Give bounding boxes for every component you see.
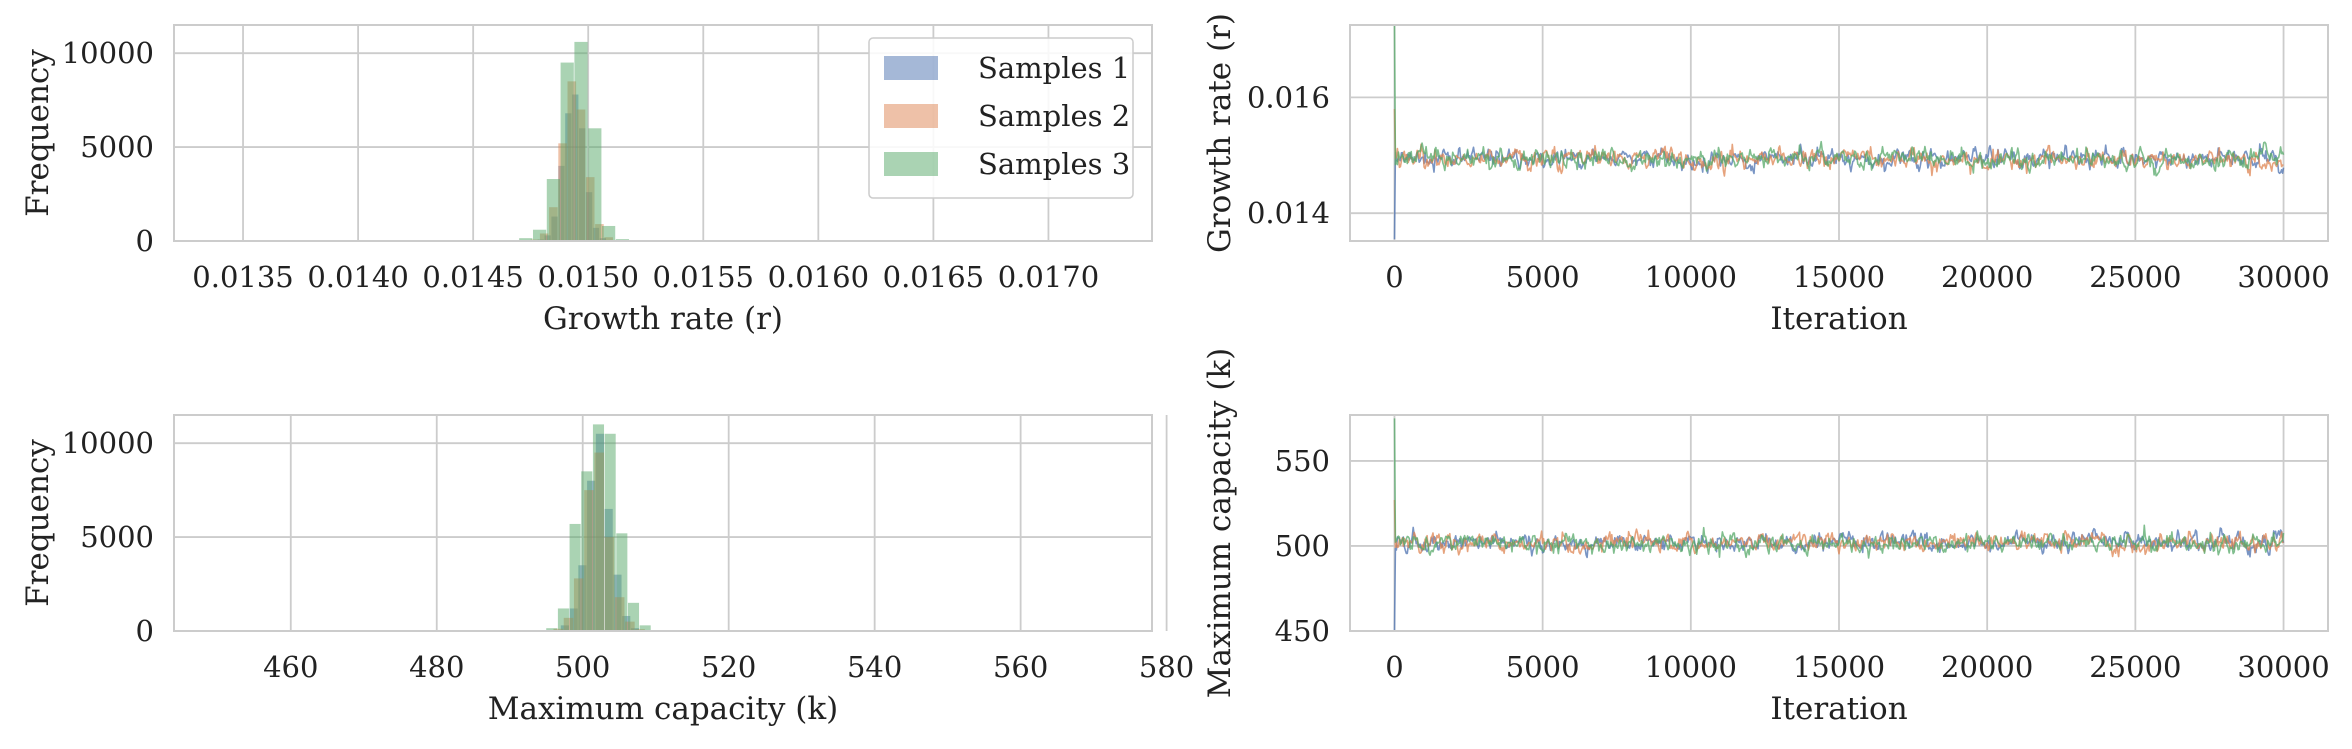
tick-labels: 0 5000 10000 15000 20000 25000 30000 0.014 0.016 bbox=[1247, 80, 2330, 294]
histogram-bar bbox=[604, 433, 616, 631]
x-tick-label: 20000 bbox=[1941, 260, 2033, 294]
x-axis-label: Iteration bbox=[1770, 691, 1907, 727]
trace-line bbox=[1393, 418, 2285, 559]
y-tick-label: 10000 bbox=[62, 426, 154, 460]
x-tick-label: 10000 bbox=[1645, 650, 1737, 684]
grid-lines bbox=[1350, 25, 2328, 241]
y-tick-label: 550 bbox=[1275, 444, 1330, 478]
histogram-bars bbox=[546, 424, 651, 631]
growth-rate-trace: 0 5000 10000 15000 20000 25000 30000 0.014 0.016… bbox=[1202, 13, 2330, 337]
x-tick-label: 30000 bbox=[2237, 650, 2329, 684]
x-tick-label: 15000 bbox=[1793, 650, 1885, 684]
plot-frame bbox=[1349, 24, 2329, 242]
y-axis-label: Growth rate (r) bbox=[1202, 13, 1238, 253]
x-tick-label: 560 bbox=[993, 650, 1048, 684]
x-tick-label: 500 bbox=[555, 650, 610, 684]
legend: Samples 1 Samples 2 Samples 3 bbox=[868, 37, 1134, 199]
tick-labels: 0.0135 0.0140 0.0145 0.0150 0.0155 0.0160 0.01… bbox=[62, 36, 1099, 294]
x-tick-label: 0.0140 bbox=[307, 260, 408, 294]
x-axis-label: Maximum capacity (k) bbox=[488, 691, 838, 727]
tick-labels: 460 480 500 520 540 560 580 0 5000 10000 bbox=[62, 426, 1195, 684]
x-tick-label: 0 bbox=[1385, 260, 1403, 294]
legend-label-samples-2: Samples 2 bbox=[978, 99, 1130, 133]
y-tick-label: 5000 bbox=[80, 130, 154, 164]
y-tick-label: 450 bbox=[1275, 614, 1330, 648]
x-tick-label: 460 bbox=[263, 650, 318, 684]
x-tick-label: 10000 bbox=[1645, 260, 1737, 294]
x-tick-label: 0 bbox=[1385, 650, 1403, 684]
histogram-bars bbox=[519, 41, 630, 242]
plot-frame bbox=[173, 24, 1153, 242]
histogram-bar bbox=[627, 602, 640, 631]
tick-labels: 0 5000 10000 15000 20000 25000 30000 450 500 550 bbox=[1275, 444, 2330, 684]
legend-label-samples-1: Samples 1 bbox=[978, 51, 1130, 85]
histogram-bar bbox=[592, 424, 605, 631]
x-tick-label: 0.0135 bbox=[192, 260, 293, 294]
y-tick-label: 0.014 bbox=[1247, 196, 1330, 230]
x-tick-label: 0.0160 bbox=[768, 260, 869, 294]
plot-frame bbox=[1349, 414, 2329, 632]
y-axis-label: Maximum capacity (k) bbox=[1202, 348, 1238, 698]
y-tick-label: 0.016 bbox=[1247, 80, 1330, 114]
histogram-bar bbox=[532, 229, 547, 241]
histogram-bar bbox=[560, 62, 574, 241]
x-tick-label: 0.0155 bbox=[653, 260, 754, 294]
plot-frame bbox=[173, 414, 1153, 632]
trace-lines bbox=[1393, 418, 2285, 632]
histogram-bar bbox=[602, 225, 616, 241]
legend-swatch-samples-2 bbox=[884, 104, 938, 128]
legend-label-samples-3: Samples 3 bbox=[978, 147, 1130, 181]
capacity-trace: 0 5000 10000 15000 20000 25000 30000450500550 … bbox=[1202, 348, 2330, 727]
x-tick-label: 25000 bbox=[2089, 260, 2181, 294]
trace-line bbox=[1393, 499, 2284, 558]
growth-rate-histogram: 0.0135 0.0140 0.0145 0.0150 0.0155 0.0160 0.01… bbox=[20, 24, 1153, 337]
histogram-bar bbox=[546, 179, 560, 241]
x-tick-label: 0.0150 bbox=[537, 260, 638, 294]
y-tick-label: 10000 bbox=[62, 36, 154, 70]
histogram-bar bbox=[557, 608, 569, 631]
histogram-bar bbox=[519, 238, 533, 241]
x-tick-label: 0.0170 bbox=[998, 260, 1099, 294]
histogram-bar bbox=[639, 625, 651, 631]
histogram-bar bbox=[574, 41, 588, 242]
x-tick-label: 0.0165 bbox=[883, 260, 984, 294]
x-tick-label: 580 bbox=[1139, 650, 1194, 684]
legend-swatch-samples-1 bbox=[884, 56, 938, 80]
x-tick-label: 540 bbox=[847, 650, 902, 684]
y-tick-label: 0 bbox=[136, 614, 154, 648]
x-tick-label: 0.0145 bbox=[422, 260, 523, 294]
x-tick-label: 25000 bbox=[2089, 650, 2181, 684]
x-tick-label: 30000 bbox=[2237, 260, 2329, 294]
histogram-bar bbox=[546, 628, 558, 631]
trace-line bbox=[1393, 24, 2285, 177]
histogram-bar bbox=[616, 533, 628, 631]
x-tick-label: 5000 bbox=[1506, 260, 1580, 294]
grid-lines bbox=[1350, 415, 2328, 632]
trace-lines bbox=[1393, 24, 2285, 240]
y-tick-label: 500 bbox=[1275, 529, 1330, 563]
legend-swatch-samples-3 bbox=[884, 152, 938, 176]
y-axis-label: Frequency bbox=[20, 439, 56, 607]
x-tick-label: 5000 bbox=[1506, 650, 1580, 684]
x-tick-label: 520 bbox=[701, 650, 756, 684]
y-axis-label: Frequency bbox=[20, 49, 56, 217]
histogram-bar bbox=[588, 128, 602, 241]
capacity-histogram: 460 480 500 520 540 560 580 0 5000 10000 Maximum … bbox=[20, 414, 1195, 727]
histogram-bar bbox=[581, 471, 593, 631]
y-tick-label: 5000 bbox=[80, 520, 154, 554]
x-axis-label: Growth rate (r) bbox=[543, 301, 783, 337]
x-tick-label: 20000 bbox=[1941, 650, 2033, 684]
y-tick-label: 0 bbox=[136, 224, 154, 258]
x-tick-label: 15000 bbox=[1793, 260, 1885, 294]
x-tick-label: 480 bbox=[409, 650, 464, 684]
histogram-bar bbox=[569, 523, 581, 631]
x-axis-label: Iteration bbox=[1770, 301, 1907, 337]
grid-lines bbox=[174, 415, 1168, 632]
